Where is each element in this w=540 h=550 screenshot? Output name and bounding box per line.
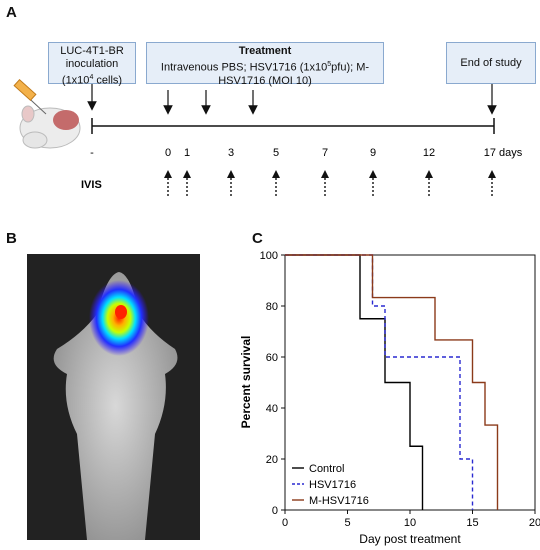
panel-label-b: B: [6, 230, 17, 247]
day-label: -: [90, 147, 94, 159]
end-of-study-box: End of study: [446, 42, 536, 84]
survival-series-hsv1716: [285, 254, 474, 510]
x-tick-label: 15: [466, 517, 478, 529]
y-axis-label: Percent survival: [239, 336, 253, 429]
timeline-diagram: - 0 1 3 5 7 9 12 17 days IVIS: [13, 78, 523, 196]
day-label: 3: [228, 147, 234, 159]
treatment-line-2: HSV1716 (MOI 10): [218, 74, 312, 87]
x-axis-label: Day post treatment: [359, 532, 461, 546]
y-tick-label: 60: [266, 352, 278, 364]
panel-label-c: C: [252, 230, 263, 247]
day-label: 12: [423, 147, 435, 159]
ivis-arrowheads: [164, 170, 496, 178]
y-tick-label: 20: [266, 454, 278, 466]
x-tick-label: 5: [344, 517, 350, 529]
legend-label: Control: [309, 463, 344, 475]
inoculation-box: LUC-4T1-BR inoculation (1x104 cells): [48, 42, 136, 87]
day-label: 1: [184, 147, 190, 159]
end-of-study-label: End of study: [460, 57, 522, 69]
ivis-label: IVIS: [81, 179, 102, 191]
day-label: 9: [370, 147, 376, 159]
x-tick-label: 0: [282, 517, 288, 529]
inoculation-line-2: inoculation: [65, 58, 119, 70]
treatment-line-1: Intravenous PBS; HSV1716 (1x105pfu); M-: [160, 61, 370, 74]
survival-series-m-hsv1716: [285, 254, 499, 510]
inoculation-line-1: LUC-4T1-BR: [60, 45, 124, 57]
y-tick-label: 100: [260, 250, 278, 262]
y-tick-label: 40: [266, 403, 278, 415]
survival-chart: Percent survival Day post treatment 0 5 10…: [239, 250, 540, 546]
ivis-arrows: [167, 178, 493, 196]
y-tick-label: 80: [266, 301, 278, 313]
x-tick-label: 20: [529, 517, 540, 529]
ivis-bioluminescence-image: [27, 254, 200, 540]
panel-label-a: A: [6, 4, 17, 21]
day-label: 17 days: [484, 147, 523, 159]
day-label: 7: [322, 147, 328, 159]
inoculation-line-3: (1x104 cells): [61, 74, 123, 87]
day-label: 5: [273, 147, 279, 159]
legend-label: HSV1716: [309, 479, 356, 491]
mouse-syringe-illustration: [13, 78, 81, 149]
treatment-box: Treatment Intravenous PBS; HSV1716 (1x10…: [146, 42, 384, 87]
y-tick-label: 0: [272, 505, 278, 517]
legend-label: M-HSV1716: [309, 495, 369, 507]
day-label: 0: [165, 147, 171, 159]
x-tick-label: 10: [404, 517, 416, 529]
treatment-title: Treatment: [238, 45, 292, 57]
survival-series-control: [285, 254, 424, 510]
